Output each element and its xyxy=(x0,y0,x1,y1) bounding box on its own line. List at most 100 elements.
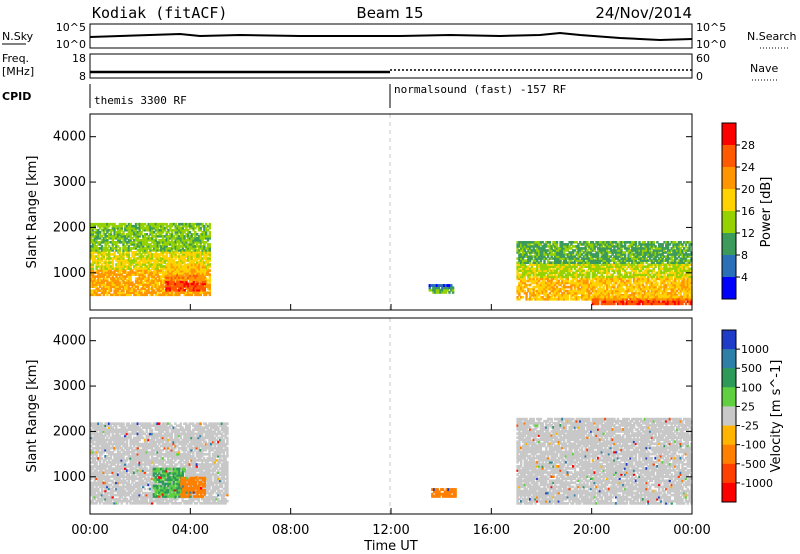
echo-cell xyxy=(187,253,190,256)
echo-cell xyxy=(647,259,650,262)
echo-cell xyxy=(122,255,125,258)
echo-cell xyxy=(688,249,691,252)
echo-cell xyxy=(102,265,105,268)
echo-cell xyxy=(632,241,636,244)
echo-cell xyxy=(564,293,568,297)
echo-cell xyxy=(539,283,543,287)
echo-cell xyxy=(90,249,93,252)
echo-cell xyxy=(584,243,587,246)
echo-cell xyxy=(643,255,646,258)
echo-cell xyxy=(165,239,168,242)
echo-cell xyxy=(117,241,120,244)
echo-cell xyxy=(97,287,100,290)
echo-cell xyxy=(190,224,193,228)
echo-cell xyxy=(668,285,672,289)
echo-cell xyxy=(586,279,589,283)
echo-cell xyxy=(584,265,587,268)
echo-cell xyxy=(579,251,582,254)
echo-cell xyxy=(668,267,672,271)
echo-cell xyxy=(645,251,648,254)
echo-cell xyxy=(516,241,519,244)
echo-cell xyxy=(142,251,145,254)
echo-cell xyxy=(183,253,186,256)
echo-cell xyxy=(192,222,195,226)
echo-cell xyxy=(675,285,679,289)
echo-cell xyxy=(679,300,682,303)
echo-cell xyxy=(600,267,603,271)
echo-cell xyxy=(91,277,95,280)
echo-cell xyxy=(586,275,589,279)
echo-cell xyxy=(688,247,691,250)
echo-cell xyxy=(677,249,681,252)
echo-cell xyxy=(564,257,568,260)
echo-cell xyxy=(600,263,603,266)
echo-cell xyxy=(588,293,591,297)
echo-cell xyxy=(566,265,569,268)
echo-cell xyxy=(133,273,136,276)
echo-cell xyxy=(674,275,677,279)
echo-cell xyxy=(143,291,147,294)
echo-cell xyxy=(656,273,659,277)
echo-cell xyxy=(543,291,546,295)
echo-cell xyxy=(649,269,652,273)
echo-cell xyxy=(550,298,553,301)
echo-cell xyxy=(165,241,168,244)
echo-cell xyxy=(532,277,535,281)
echo-cell xyxy=(97,231,100,234)
echo-cell xyxy=(604,255,607,258)
echo-cell xyxy=(189,286,192,290)
echo-cell xyxy=(665,300,668,303)
echo-cell xyxy=(152,285,156,288)
echo-cell xyxy=(152,269,156,272)
echo-cell xyxy=(679,251,682,254)
echo-cell xyxy=(527,261,530,264)
echo-cell xyxy=(131,231,134,234)
echo-cell xyxy=(566,273,569,277)
echo-cell xyxy=(174,241,177,244)
echo-cell xyxy=(675,267,679,271)
echo-cell xyxy=(652,291,655,295)
echo-cell xyxy=(607,279,611,283)
echo-cell xyxy=(668,279,672,283)
echo-cell xyxy=(579,243,582,246)
echo-cell xyxy=(156,285,159,288)
echo-cell xyxy=(133,247,136,250)
echo-cell xyxy=(176,282,179,286)
echo-cell xyxy=(550,255,553,258)
echo-cell xyxy=(683,300,686,303)
echo-cell xyxy=(559,247,562,250)
echo-cell xyxy=(190,247,193,250)
echo-cell xyxy=(559,251,562,254)
echo-cell xyxy=(206,279,210,282)
power-colorbar-label: Power [dB] xyxy=(759,177,774,248)
echo-cell xyxy=(205,279,208,282)
echo-cell xyxy=(179,257,183,260)
echo-cell xyxy=(555,275,559,279)
echo-cell xyxy=(122,275,125,278)
echo-cell xyxy=(117,226,120,230)
echo-cell xyxy=(677,261,681,264)
echo-cell xyxy=(102,279,105,282)
echo-cell xyxy=(616,300,620,303)
echo-cell xyxy=(90,499,93,503)
echo-cell xyxy=(142,293,145,297)
echo-cell xyxy=(120,269,123,272)
echo-cell xyxy=(167,284,170,288)
echo-cell xyxy=(584,257,587,260)
echo-cell xyxy=(690,302,693,306)
echo-cell xyxy=(622,302,625,306)
echo-cell xyxy=(546,275,550,279)
echo-cell xyxy=(129,222,132,226)
echo-cell xyxy=(640,283,643,287)
echo-cell xyxy=(561,275,564,279)
echo-cell xyxy=(516,298,519,301)
echo-cell xyxy=(679,267,682,271)
echo-cell xyxy=(203,285,206,288)
echo-cell xyxy=(167,267,170,271)
echo-cell xyxy=(622,245,625,248)
echo-cell xyxy=(167,274,170,277)
echo-cell xyxy=(152,224,156,228)
echo-cell xyxy=(611,243,614,246)
echo-cell xyxy=(196,259,199,262)
